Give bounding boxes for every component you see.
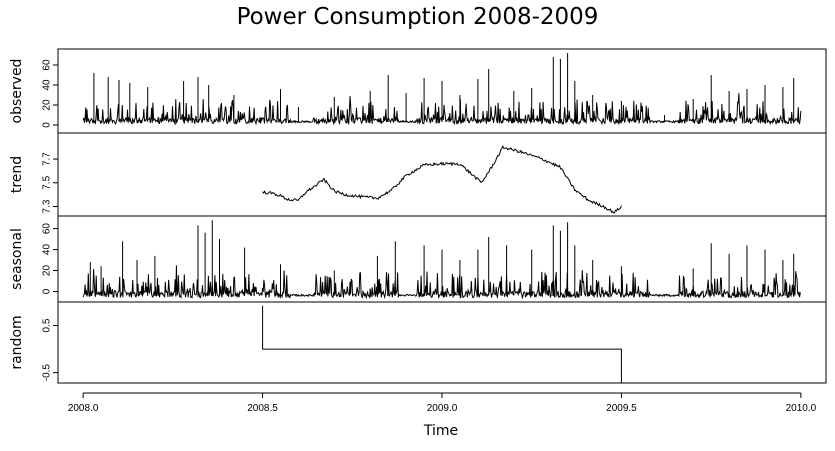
observed-y-axis-label: observed — [9, 59, 25, 124]
seasonal-y-tick-label: 60 — [42, 223, 53, 235]
random-series-line — [262, 305, 622, 383]
observed-y-tick-label: 0 — [42, 122, 53, 128]
panels-layer: 0 20 40 60 observed 7.3 7.5 7.7 trend 0 20 40 60 seas… — [9, 48, 827, 384]
panel-observed: 0 20 40 60 observed — [9, 48, 827, 134]
seasonal-y-tick-label: 0 — [42, 288, 53, 294]
random-y-tick-label: -0.5 — [42, 364, 53, 382]
seasonal-y-tick-label: 40 — [42, 244, 53, 256]
trend-frame — [57, 132, 827, 217]
panel-trend: 7.3 7.5 7.7 trend — [9, 132, 827, 217]
random-frame — [57, 301, 827, 384]
seasonal-series-line — [82, 220, 802, 300]
x-tick-label: 2009.5 — [606, 403, 637, 414]
x-axis: 2008.0 2008.5 2009.0 2009.5 2010.0 — [68, 392, 817, 414]
seasonal-y-axis-label: seasonal — [9, 228, 25, 290]
x-tick-label: 2008.5 — [247, 403, 278, 414]
observed-y-tick-label: 60 — [42, 59, 53, 71]
observed-series-line — [82, 53, 802, 126]
random-y-tick-label: 0.5 — [42, 318, 53, 332]
trend-y-axis-label: trend — [9, 156, 25, 193]
trend-y-tick-label: 7.3 — [42, 199, 53, 213]
chart-title: Power Consumption 2008-2009 — [236, 4, 599, 30]
panel-random: -0.5 0.5 random — [9, 301, 827, 384]
trend-y-tick-label: 7.5 — [42, 175, 53, 189]
seasonal-y-tick-label: 20 — [42, 265, 53, 277]
observed-y-tick-label: 20 — [42, 99, 53, 111]
panel-seasonal: 0 20 40 60 seasonal — [9, 215, 827, 303]
x-axis-title: Time — [423, 423, 458, 439]
x-tick-label: 2010.0 — [786, 403, 817, 414]
x-tick-label: 2008.0 — [68, 403, 99, 414]
trend-series-line — [262, 145, 622, 214]
random-y-axis-label: random — [9, 315, 25, 369]
x-tick-label: 2009.0 — [427, 403, 458, 414]
trend-y-tick-label: 7.7 — [42, 152, 53, 166]
observed-y-tick-label: 40 — [42, 79, 53, 91]
